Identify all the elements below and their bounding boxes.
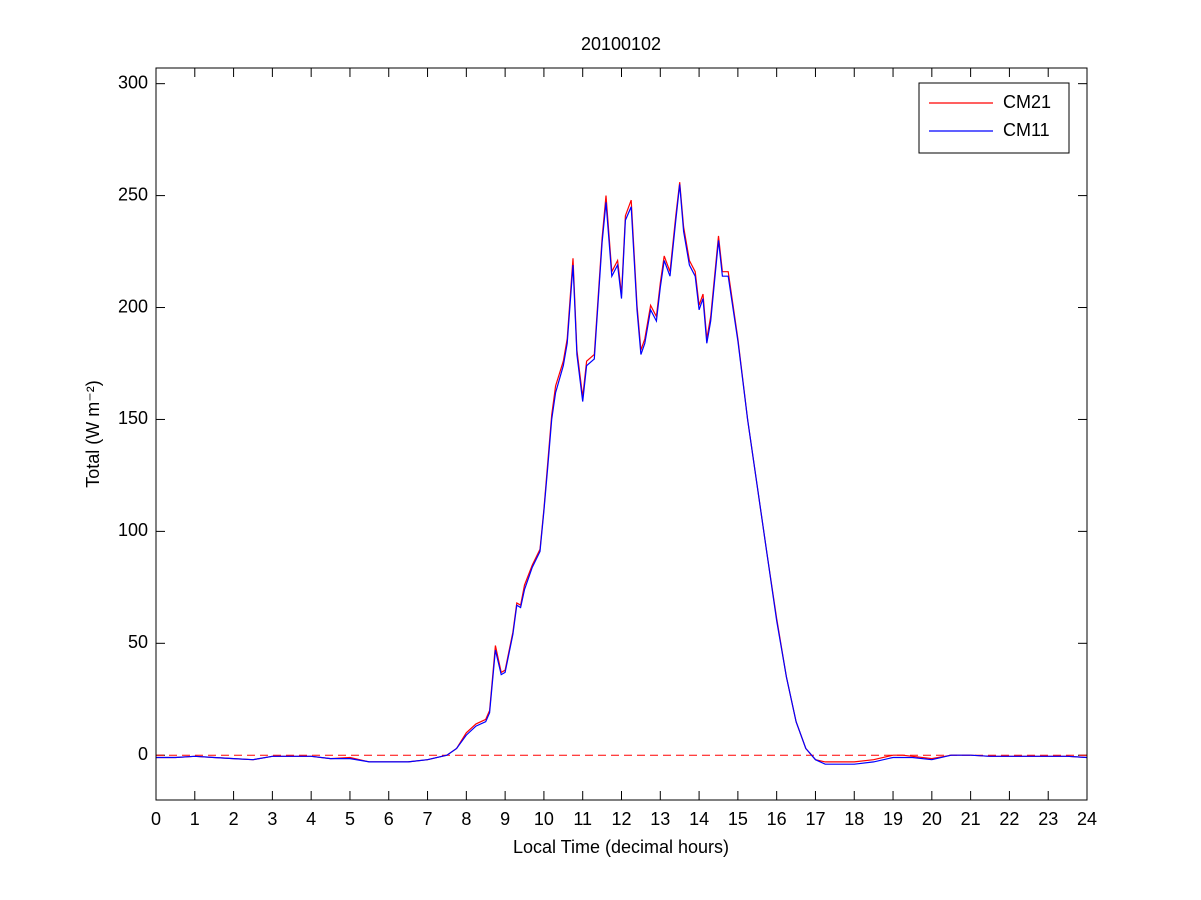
x-tick-label: 6 <box>384 809 394 829</box>
x-tick-label: 12 <box>611 809 631 829</box>
x-tick-label: 16 <box>767 809 787 829</box>
x-tick-label: 3 <box>267 809 277 829</box>
x-tick-label: 2 <box>229 809 239 829</box>
x-tick-label: 14 <box>689 809 709 829</box>
x-tick-label: 15 <box>728 809 748 829</box>
x-tick-label: 1 <box>190 809 200 829</box>
y-tick-label: 50 <box>128 632 148 652</box>
x-tick-label: 8 <box>461 809 471 829</box>
x-tick-label: 4 <box>306 809 316 829</box>
y-tick-label: 0 <box>138 744 148 764</box>
x-tick-label: 9 <box>500 809 510 829</box>
y-tick-label: 150 <box>118 408 148 428</box>
y-tick-label: 250 <box>118 184 148 204</box>
x-tick-label: 0 <box>151 809 161 829</box>
plot-frame <box>155 67 1088 801</box>
x-tick-label: 22 <box>999 809 1019 829</box>
series-line <box>156 184 1088 765</box>
y-tick-label: 100 <box>118 520 148 540</box>
x-tick-label: 20 <box>922 809 942 829</box>
x-tick-label: 21 <box>961 809 981 829</box>
x-tick-label: 13 <box>650 809 670 829</box>
y-tick-label: 200 <box>118 296 148 316</box>
y-axis-label: Total (W m⁻²) <box>83 380 103 488</box>
x-tick-label: 11 <box>573 809 592 829</box>
x-tick-label: 10 <box>534 809 554 829</box>
x-tick-label: 17 <box>805 809 825 829</box>
y-tick-label: 300 <box>118 72 148 92</box>
legend-label: CM21 <box>1003 92 1051 112</box>
chart-title: 20100102 <box>581 34 661 54</box>
x-tick-label: 23 <box>1038 809 1058 829</box>
legend-box <box>918 82 1070 154</box>
x-tick-label: 19 <box>883 809 903 829</box>
x-tick-label: 24 <box>1077 809 1097 829</box>
x-axis-label: Local Time (decimal hours) <box>513 837 729 857</box>
x-tick-label: 7 <box>423 809 433 829</box>
x-tick-label: 18 <box>844 809 864 829</box>
x-tick-label: 5 <box>345 809 355 829</box>
legend-label: CM11 <box>1003 120 1050 140</box>
